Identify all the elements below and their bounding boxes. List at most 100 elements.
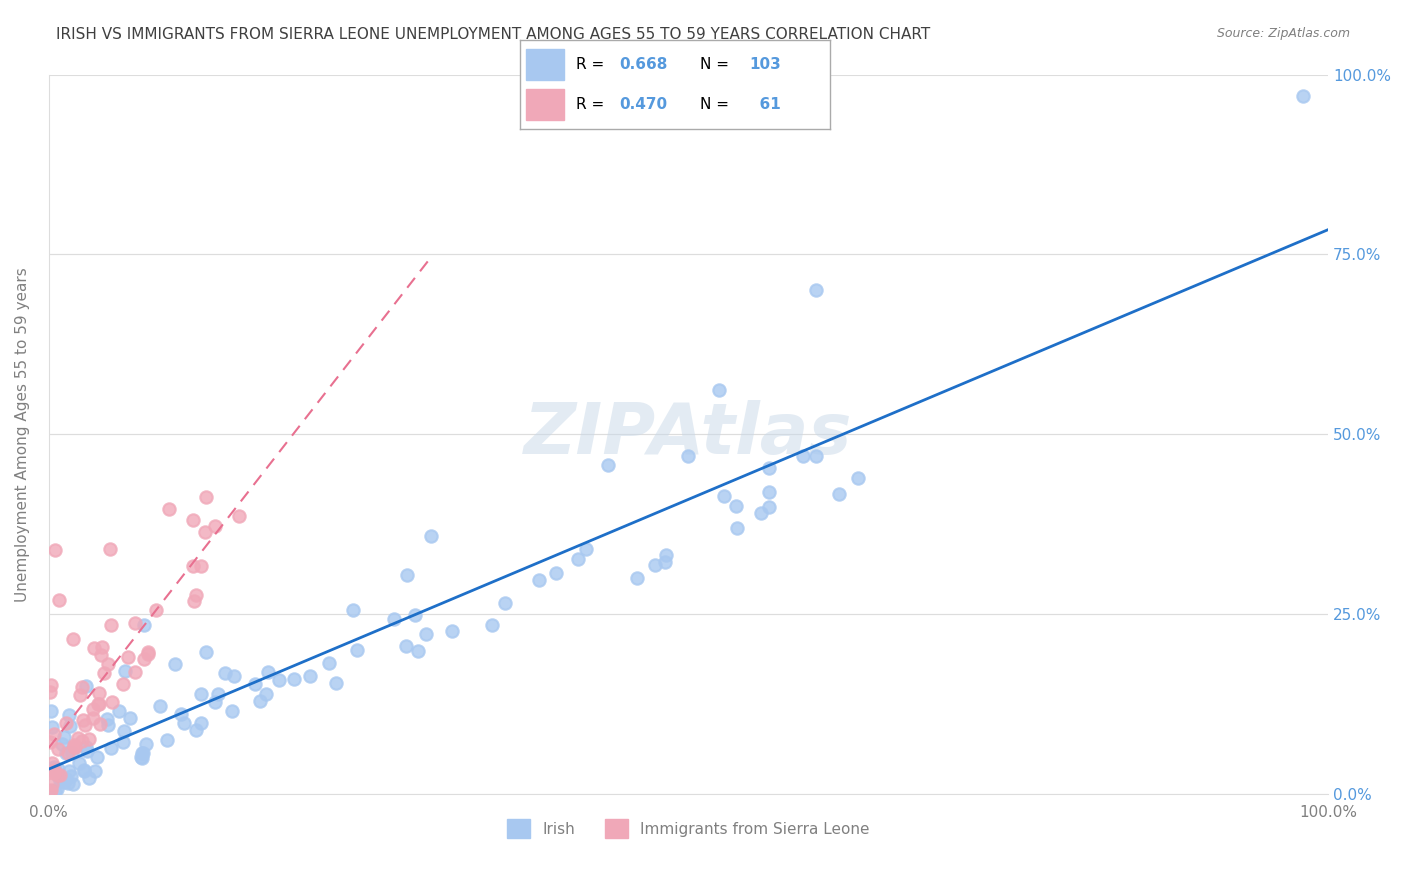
Point <box>66 731 89 745</box>
Point <box>318 657 340 671</box>
Point <box>194 525 217 540</box>
Point <box>42 761 65 775</box>
Point <box>59 719 82 733</box>
Point <box>713 489 735 503</box>
Point <box>419 529 441 543</box>
Text: Source: ZipAtlas.com: Source: ZipAtlas.com <box>1216 27 1350 40</box>
Point <box>406 644 429 658</box>
Point <box>283 672 305 686</box>
Point <box>828 486 851 500</box>
Point <box>39 678 62 692</box>
Point <box>163 657 186 671</box>
Point <box>243 677 266 691</box>
Point <box>204 519 226 533</box>
Point <box>75 679 97 693</box>
Point <box>396 567 419 582</box>
Point <box>567 552 589 566</box>
Legend: Irish, Immigrants from Sierra Leone: Irish, Immigrants from Sierra Leone <box>501 814 876 844</box>
Point <box>221 704 243 718</box>
Point <box>758 500 780 515</box>
Point <box>190 687 212 701</box>
Point <box>644 558 666 573</box>
Text: ZIPAtlas: ZIPAtlas <box>524 400 852 469</box>
Point <box>190 715 212 730</box>
Point <box>42 759 65 773</box>
Point <box>111 676 134 690</box>
Point <box>101 695 124 709</box>
Text: 0.470: 0.470 <box>619 97 668 112</box>
Point <box>626 571 648 585</box>
Y-axis label: Unemployment Among Ages 55 to 59 years: Unemployment Among Ages 55 to 59 years <box>15 267 30 601</box>
Point <box>87 686 110 700</box>
Point <box>86 749 108 764</box>
Point <box>136 645 159 659</box>
Point <box>156 732 179 747</box>
Point <box>107 704 129 718</box>
Point <box>60 746 83 760</box>
Point <box>60 769 83 783</box>
Point <box>96 657 118 671</box>
Point <box>725 521 748 535</box>
Point <box>136 647 159 661</box>
Point <box>44 766 66 780</box>
Point <box>249 694 271 708</box>
Point <box>41 764 63 778</box>
Point <box>204 695 226 709</box>
Point <box>41 756 63 771</box>
Point <box>346 642 368 657</box>
Point <box>90 640 112 654</box>
Point <box>382 611 405 625</box>
Point <box>53 730 76 744</box>
Point <box>135 737 157 751</box>
Point <box>758 460 780 475</box>
Point <box>269 673 291 687</box>
Text: R =: R = <box>576 97 609 112</box>
Point <box>39 783 62 797</box>
Point <box>118 711 141 725</box>
Point <box>62 777 84 791</box>
Point <box>73 717 96 731</box>
Text: 0.668: 0.668 <box>619 57 668 71</box>
Point <box>42 727 65 741</box>
Point <box>89 697 111 711</box>
Point <box>77 732 100 747</box>
Point <box>257 665 280 680</box>
Point <box>132 746 155 760</box>
Point <box>90 648 112 662</box>
Point <box>100 618 122 632</box>
Point <box>45 764 67 779</box>
Text: 61: 61 <box>749 97 780 112</box>
Point <box>89 716 111 731</box>
Text: N =: N = <box>700 97 734 112</box>
Point <box>39 704 62 718</box>
Point <box>77 771 100 785</box>
Point <box>190 558 212 573</box>
Point <box>214 665 236 680</box>
Text: 103: 103 <box>749 57 780 71</box>
Point <box>83 641 105 656</box>
Point <box>82 711 104 725</box>
Point <box>58 746 80 760</box>
Point <box>84 764 107 779</box>
Point <box>75 739 97 754</box>
Point <box>46 763 69 777</box>
Point <box>655 549 678 563</box>
Point <box>149 698 172 713</box>
Point <box>254 688 277 702</box>
Point <box>134 618 156 632</box>
Point <box>48 592 70 607</box>
Point <box>709 383 731 397</box>
Point <box>298 669 321 683</box>
Point <box>70 680 93 694</box>
Point <box>44 784 66 798</box>
Text: R =: R = <box>576 57 609 71</box>
Point <box>181 559 204 574</box>
Bar <box>526 89 564 120</box>
Point <box>51 737 73 751</box>
Point <box>181 513 204 527</box>
Point <box>86 697 108 711</box>
Point <box>42 763 65 777</box>
Point <box>76 744 98 758</box>
Point <box>806 284 828 298</box>
Point <box>96 712 118 726</box>
